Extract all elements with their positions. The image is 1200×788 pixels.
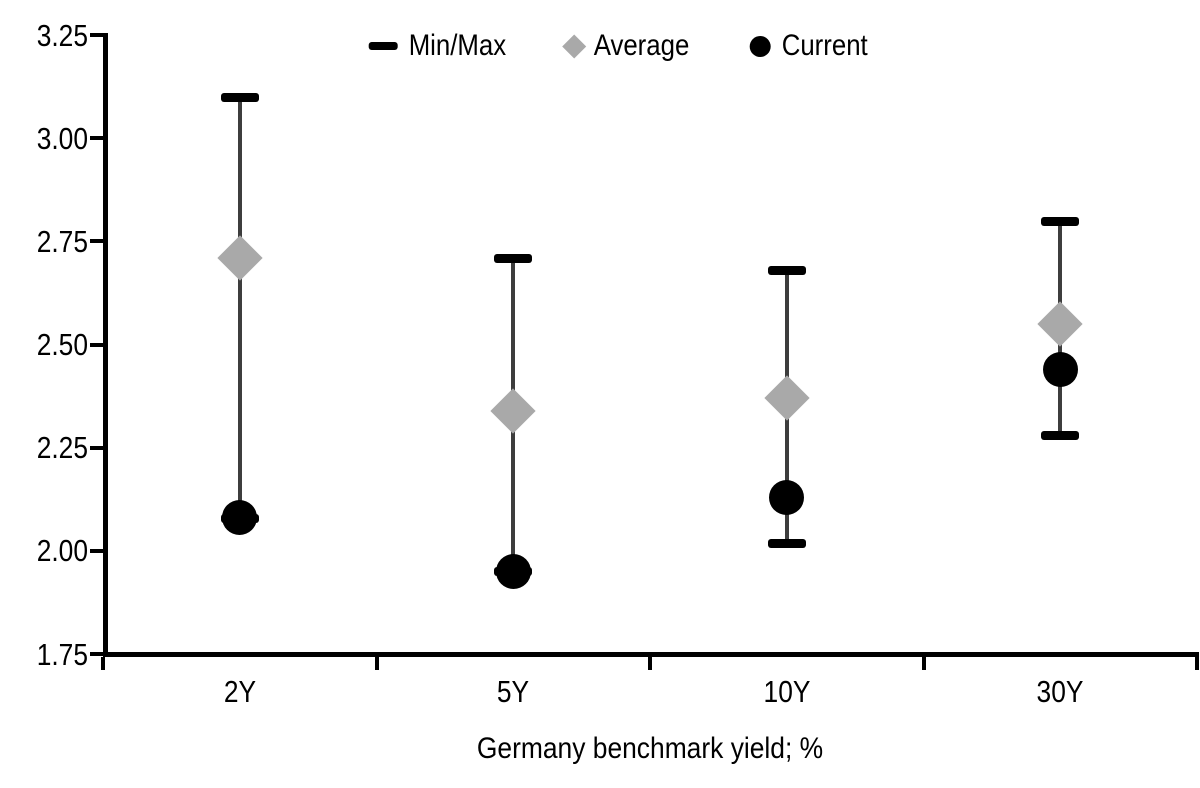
x-tick xyxy=(648,657,652,670)
minmax-line xyxy=(237,96,242,518)
average-diamond-marker xyxy=(764,375,810,421)
legend-label: Average xyxy=(594,29,690,62)
current-circle-marker xyxy=(1042,351,1078,387)
average-diamond-marker xyxy=(217,235,263,281)
x-tick xyxy=(101,657,105,670)
y-tick xyxy=(90,136,103,141)
max-cap-marker xyxy=(494,253,533,263)
y-tick xyxy=(90,548,103,553)
x-axis-line xyxy=(103,652,1199,657)
y-tick xyxy=(90,239,103,244)
y-tick-label: 2.00 xyxy=(36,533,88,569)
average-diamond-marker xyxy=(490,387,536,434)
y-tick xyxy=(90,342,103,347)
y-tick xyxy=(90,652,103,656)
x-tick-label: 5Y xyxy=(497,674,530,709)
x-tick xyxy=(374,657,379,670)
legend-label: Min/Max xyxy=(408,29,507,62)
current-circle-icon xyxy=(749,35,771,57)
x-axis-title: Germany benchmark yield; % xyxy=(476,732,824,765)
y-axis-line xyxy=(103,33,108,657)
legend-item-minmax: Min/Max xyxy=(368,29,522,62)
x-tick xyxy=(921,657,926,670)
x-tick xyxy=(1195,657,1199,670)
legend: Min/Max Average Current xyxy=(368,26,882,66)
min-cap-marker xyxy=(767,538,806,548)
y-tick-label: 3.25 xyxy=(36,17,88,53)
minmax-dash-icon xyxy=(368,42,398,50)
average-diamond-icon xyxy=(562,33,587,59)
legend-item-current: Current xyxy=(749,31,881,61)
max-cap-marker xyxy=(1041,216,1080,226)
max-cap-marker xyxy=(220,92,259,102)
y-tick xyxy=(90,33,103,37)
x-tick-label: 10Y xyxy=(763,674,811,709)
average-diamond-marker xyxy=(1037,301,1083,347)
x-tick-label: 30Y xyxy=(1036,674,1084,709)
legend-item-average: Average xyxy=(562,29,705,62)
current-circle-marker xyxy=(495,553,531,589)
current-circle-marker xyxy=(769,479,805,515)
min-cap-marker xyxy=(1041,431,1080,441)
legend-label: Current xyxy=(781,29,868,62)
max-cap-marker xyxy=(767,266,806,276)
x-tick-label: 2Y xyxy=(223,674,256,709)
y-tick-label: 2.75 xyxy=(36,223,88,259)
y-tick-label: 2.25 xyxy=(36,430,88,466)
y-tick-label: 2.50 xyxy=(36,327,88,362)
y-tick-label: 1.75 xyxy=(36,636,88,672)
y-tick-label: 3.00 xyxy=(36,120,88,156)
current-circle-marker xyxy=(222,500,258,536)
y-tick xyxy=(90,445,103,450)
